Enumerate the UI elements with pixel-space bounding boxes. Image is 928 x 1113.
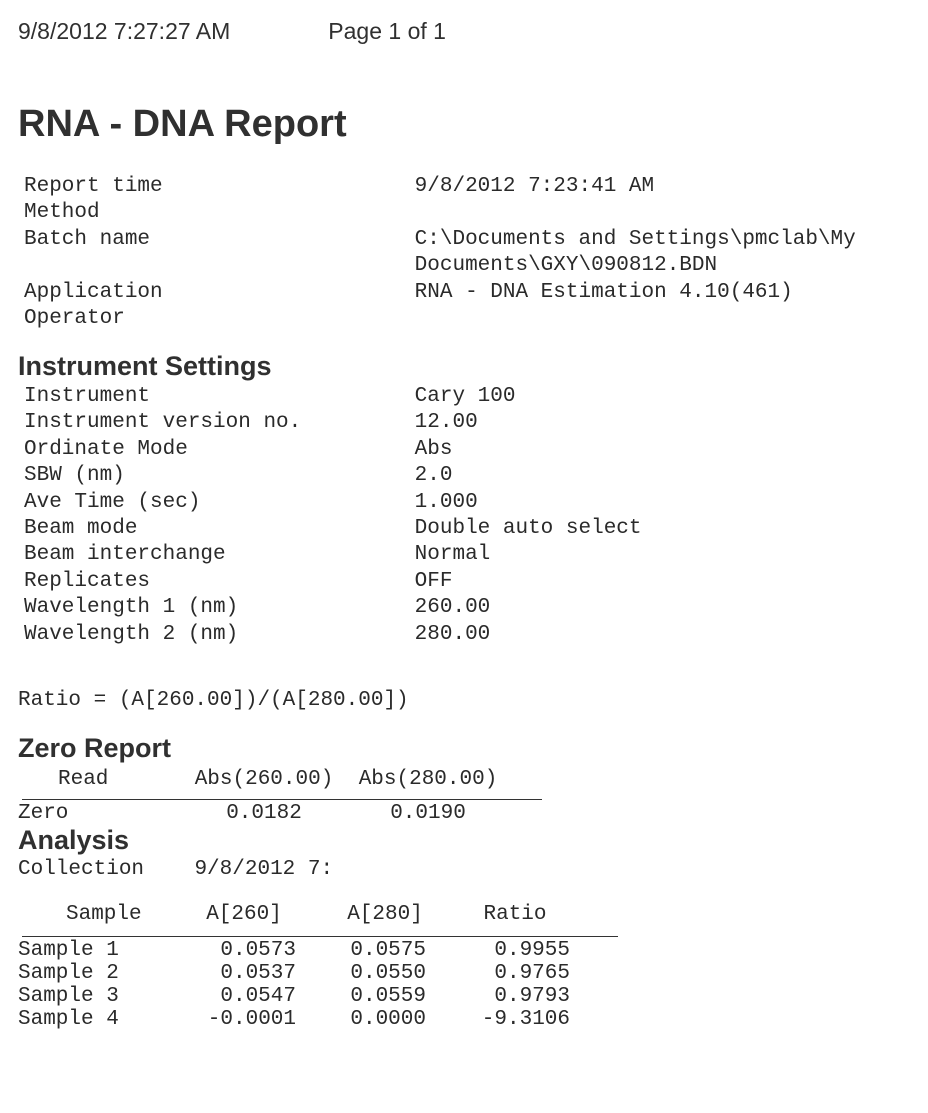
a280-value: 0.0559 — [320, 985, 450, 1008]
a260-value: 0.0537 — [168, 962, 320, 985]
print-timestamp: 9/8/2012 7:27:27 AM — [18, 18, 230, 44]
analysis-divider — [22, 936, 618, 937]
zero-abs260-value: 0.0182 — [182, 802, 346, 825]
instrument-settings-heading: Instrument Settings — [18, 351, 910, 382]
analysis-col-ratio: Ratio — [450, 903, 580, 926]
analysis-col-a280: A[280] — [320, 903, 450, 926]
page-indicator: Page 1 of 1 — [328, 18, 446, 44]
a260-value: 0.0547 — [168, 985, 320, 1008]
table-row: Sample 20.05370.05500.9765 — [18, 962, 910, 985]
sample-name: Sample 1 — [18, 939, 168, 962]
ratio-expression: Ratio = (A[260.00])/(A[280.00]) — [18, 688, 910, 714]
analysis-header-row: Sample A[260] A[280] Ratio — [18, 903, 910, 926]
analysis-table: Sample A[260] A[280] Ratio Sample 10.057… — [18, 903, 910, 1031]
zero-report-header-row: Read Abs(260.00) Abs(280.00) — [18, 766, 910, 797]
sample-name: Sample 3 — [18, 985, 168, 1008]
collection-line: Collection 9/8/2012 7: — [18, 858, 910, 881]
a260-value: -0.0001 — [168, 1008, 320, 1031]
ratio-value: -9.3106 — [450, 1008, 580, 1031]
table-row: Sample 30.05470.05590.9793 — [18, 985, 910, 1008]
table-row: Sample 4-0.00010.0000-9.3106 — [18, 1008, 910, 1031]
zero-report-heading: Zero Report — [18, 733, 910, 764]
collection-value: 9/8/2012 7: — [194, 858, 333, 881]
a280-value: 0.0575 — [320, 939, 450, 962]
zero-abs280-value: 0.0190 — [346, 802, 510, 825]
collection-label: Collection — [18, 858, 144, 881]
instrument-settings-block: Instrument Cary 100 Instrument version n… — [18, 384, 910, 649]
print-header: 9/8/2012 7:27:27 AM Page 1 of 1 — [18, 18, 910, 45]
analysis-col-sample: Sample — [18, 903, 168, 926]
report-meta-block: Report time 9/8/2012 7:23:41 AM Method B… — [18, 174, 910, 333]
zero-row-label: Zero — [18, 802, 182, 825]
zero-col-read: Read — [18, 768, 182, 791]
analysis-heading: Analysis — [18, 825, 910, 856]
table-row: Sample 10.05730.05750.9955 — [18, 939, 910, 962]
a260-value: 0.0573 — [168, 939, 320, 962]
ratio-value: 0.9955 — [450, 939, 580, 962]
a280-value: 0.0000 — [320, 1008, 450, 1031]
sample-name: Sample 2 — [18, 962, 168, 985]
a280-value: 0.0550 — [320, 962, 450, 985]
ratio-value: 0.9765 — [450, 962, 580, 985]
report-title: RNA - DNA Report — [18, 103, 910, 146]
ratio-value: 0.9793 — [450, 985, 580, 1008]
sample-name: Sample 4 — [18, 1008, 168, 1031]
zero-col-abs260: Abs(260.00) — [182, 768, 346, 791]
zero-data-row: Zero 0.0182 0.0190 — [18, 800, 910, 825]
analysis-col-a260: A[260] — [168, 903, 320, 926]
zero-col-abs280: Abs(280.00) — [346, 768, 510, 791]
